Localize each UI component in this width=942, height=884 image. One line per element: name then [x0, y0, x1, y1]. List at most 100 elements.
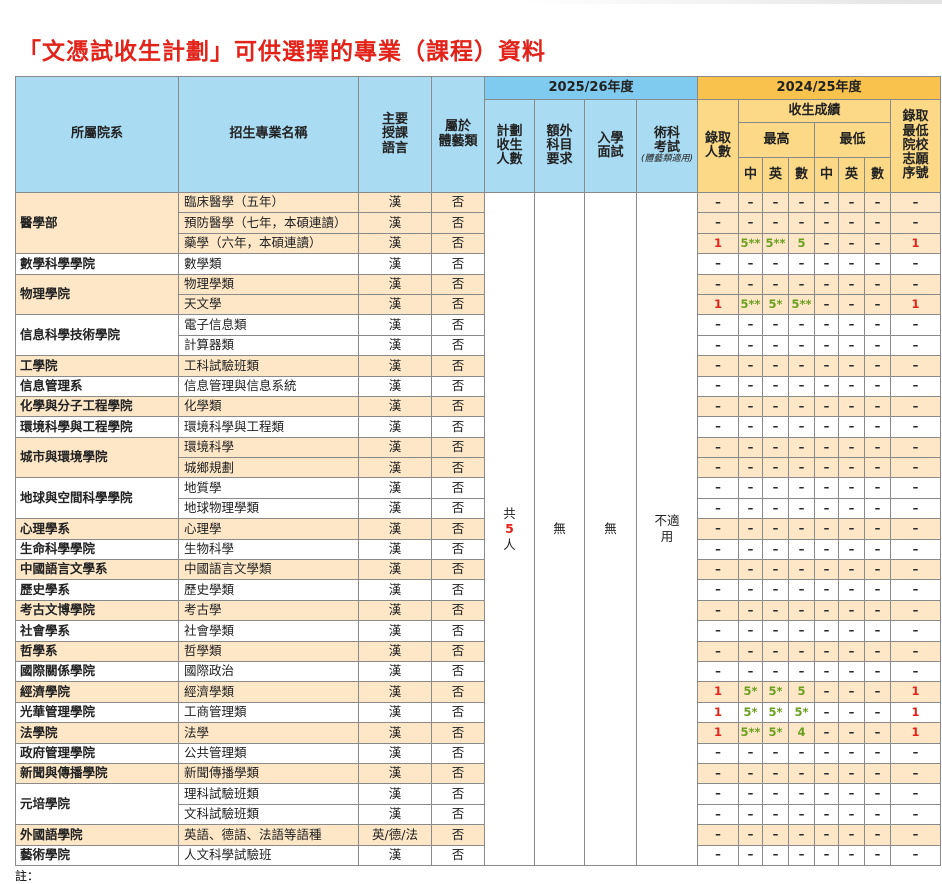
result-cell: – — [697, 803, 740, 826]
result-cell: – — [890, 477, 942, 499]
dept-cell: 醫學部 — [15, 191, 179, 255]
result-cell: – — [838, 620, 866, 642]
result-cell: – — [864, 212, 892, 234]
language-cell: 英/德/法 — [358, 824, 432, 846]
header-cell: 2024/25年度 — [697, 76, 942, 100]
dept-cell: 環境科學與工程學院 — [15, 416, 179, 438]
result-cell: – — [697, 477, 740, 499]
language-cell: 漢 — [358, 191, 432, 214]
table-row: 信息管理系 信息管理與信息系統漢否 – – – – – – – – — [15, 375, 942, 397]
header-cell: 入學 面試 — [584, 99, 637, 193]
result-cell: – — [838, 599, 866, 622]
dept-cell: 經濟學院 — [15, 681, 179, 703]
arts-cell: 否 — [431, 457, 485, 479]
program-table: 所屬院系 招生專業名稱 主要 授課 語言 屬於 體藝類 2025/26年度 20… — [15, 76, 942, 866]
result-cell: – — [697, 783, 740, 805]
table-row: 地球與空間科學學院 地質學漢否 – – – – – – – – — [15, 477, 942, 520]
language-cell: 漢 — [358, 355, 432, 377]
result-cell: – — [814, 375, 840, 397]
program-cell: 物理學類 — [178, 273, 359, 295]
result-cell: – — [864, 253, 892, 275]
result-cell: – — [838, 191, 866, 214]
result-cell: – — [814, 314, 840, 336]
result-cell: – — [838, 783, 866, 805]
result-cell: – — [838, 538, 866, 561]
result-cell: – — [762, 640, 790, 662]
table-row: 物理學院 物理學類漢否 – – – – – – – – — [15, 273, 942, 316]
table-row: 社會學系 社會學類漢否 – – – – – – – – — [15, 620, 942, 642]
result-cell: 5** — [738, 722, 764, 744]
result-cell: – — [864, 722, 892, 744]
result-cell: – — [890, 762, 942, 785]
language-cell: 漢 — [358, 293, 432, 316]
dept-cell: 哲學系 — [15, 640, 179, 662]
dept-cell: 光華管理學院 — [15, 701, 179, 724]
result-cell: – — [890, 436, 942, 459]
dept-cell: 信息管理系 — [15, 375, 179, 397]
intake-text: 共 — [503, 505, 516, 521]
result-cell: 1 — [890, 681, 942, 703]
result-cell: – — [762, 253, 790, 275]
arts-cell: 否 — [431, 579, 485, 601]
result-cell: – — [697, 538, 740, 561]
result-cell: 5** — [762, 232, 790, 255]
arts-cell: 否 — [431, 783, 485, 805]
header-cell: 2025/26年度 — [483, 76, 699, 100]
result-cell: – — [762, 783, 790, 805]
note-label: 註： — [15, 869, 40, 883]
language-cell: 漢 — [358, 701, 432, 724]
program-cell: 經濟學類 — [178, 681, 359, 703]
result-cell: – — [838, 803, 866, 826]
result-cell: – — [864, 660, 892, 683]
language-cell: 漢 — [358, 497, 432, 520]
result-cell: – — [697, 395, 740, 418]
program-cell: 理科試驗班類 — [178, 783, 359, 805]
result-cell: – — [697, 660, 740, 683]
arts-cell: 否 — [431, 416, 485, 438]
result-cell: – — [814, 742, 840, 764]
program-cell: 電子信息類 — [178, 314, 359, 336]
header-cell: 數 — [788, 157, 816, 193]
program-cell: 藥學（六年，本碩連讀） — [178, 232, 359, 255]
result-cell: – — [890, 395, 942, 418]
result-cell: – — [890, 559, 942, 581]
header-note: (體藝類適用) — [641, 154, 694, 165]
language-cell: 漢 — [358, 620, 432, 642]
arts-cell: 否 — [431, 701, 485, 724]
result-cell: 1 — [697, 232, 740, 255]
result-cell: – — [890, 518, 942, 540]
table-row: 信息科學技術學院 電子信息類漢否 – – – – – – – – — [15, 314, 942, 357]
result-cell: – — [762, 212, 790, 234]
arts-cell: 否 — [431, 538, 485, 561]
result-cell: – — [890, 538, 942, 561]
language-cell: 漢 — [358, 416, 432, 438]
result-cell: 5* — [738, 701, 764, 724]
result-cell: – — [864, 232, 892, 255]
result-cell: – — [864, 640, 892, 662]
table-row: 新聞與傳播學院 新聞傳播學類漢否 – – – – – – – – — [15, 762, 942, 785]
title: 「文憑試收生計劃」可供選擇的專業（課程）資料 — [18, 39, 546, 65]
result-cell: – — [890, 579, 942, 601]
program-cell: 考古學 — [178, 599, 359, 622]
dept-cell: 考古文博學院 — [15, 599, 179, 622]
result-cell: – — [838, 497, 866, 520]
result-cell: – — [890, 497, 942, 520]
result-cell: – — [814, 477, 840, 499]
dept-cell: 外國語學院 — [15, 824, 179, 846]
table-row: 元培學院 理科試驗班類漢否 – – – – – – – – — [15, 783, 942, 826]
result-cell: – — [788, 212, 816, 234]
language-cell: 漢 — [358, 742, 432, 764]
result-cell: – — [738, 579, 764, 601]
program-cell: 計算器類 — [178, 334, 359, 357]
result-cell: – — [890, 334, 942, 357]
language-cell: 漢 — [358, 640, 432, 662]
result-cell: – — [697, 742, 740, 764]
result-cell: – — [864, 762, 892, 785]
result-cell: – — [762, 497, 790, 520]
result-cell: – — [788, 191, 816, 214]
result-cell: – — [838, 375, 866, 397]
language-cell: 漢 — [358, 762, 432, 785]
arts-cell: 否 — [431, 681, 485, 703]
result-cell: – — [838, 824, 866, 846]
arts-cell: 否 — [431, 293, 485, 316]
